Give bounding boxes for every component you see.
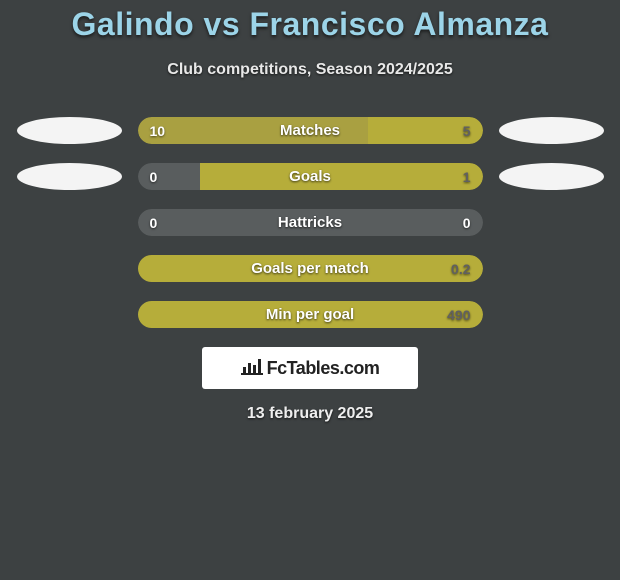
logo-text: FcTables.com bbox=[267, 358, 380, 379]
bar-segment-right bbox=[138, 255, 483, 282]
stat-bar: 0.2Goals per match bbox=[138, 255, 483, 282]
bar-segment-right bbox=[368, 117, 483, 144]
bar-segment-left bbox=[138, 117, 368, 144]
stat-row: 00Hattricks bbox=[0, 209, 620, 236]
subtitle: Club competitions, Season 2024/2025 bbox=[0, 61, 620, 79]
stat-row: 01Goals bbox=[0, 163, 620, 190]
bar-segment-left bbox=[138, 163, 200, 190]
bar-segment-left bbox=[138, 209, 311, 236]
bar-segment-right bbox=[138, 301, 483, 328]
stat-row: 105Matches bbox=[0, 117, 620, 144]
page-title: Galindo vs Francisco Almanza bbox=[0, 6, 620, 43]
stat-rows: 105Matches 01Goals 00Hattricks 0.2Goals per… bbox=[0, 117, 620, 328]
date-label: 13 february 2025 bbox=[0, 405, 620, 423]
player-right-ellipse bbox=[499, 117, 604, 144]
stat-row: 490Min per goal bbox=[0, 301, 620, 328]
player-left-ellipse bbox=[17, 117, 122, 144]
bar-segment-right bbox=[310, 209, 483, 236]
chart-icon bbox=[241, 357, 263, 380]
stat-row: 0.2Goals per match bbox=[0, 255, 620, 282]
logo-box[interactable]: FcTables.com bbox=[202, 347, 418, 389]
stat-bar: 01Goals bbox=[138, 163, 483, 190]
stat-bar: 105Matches bbox=[138, 117, 483, 144]
player-left-ellipse bbox=[17, 163, 122, 190]
player-right-ellipse bbox=[499, 163, 604, 190]
bar-segment-right bbox=[200, 163, 483, 190]
stat-bar: 490Min per goal bbox=[138, 301, 483, 328]
stat-bar: 00Hattricks bbox=[138, 209, 483, 236]
comparison-widget: Galindo vs Francisco Almanza Club compet… bbox=[0, 0, 620, 423]
